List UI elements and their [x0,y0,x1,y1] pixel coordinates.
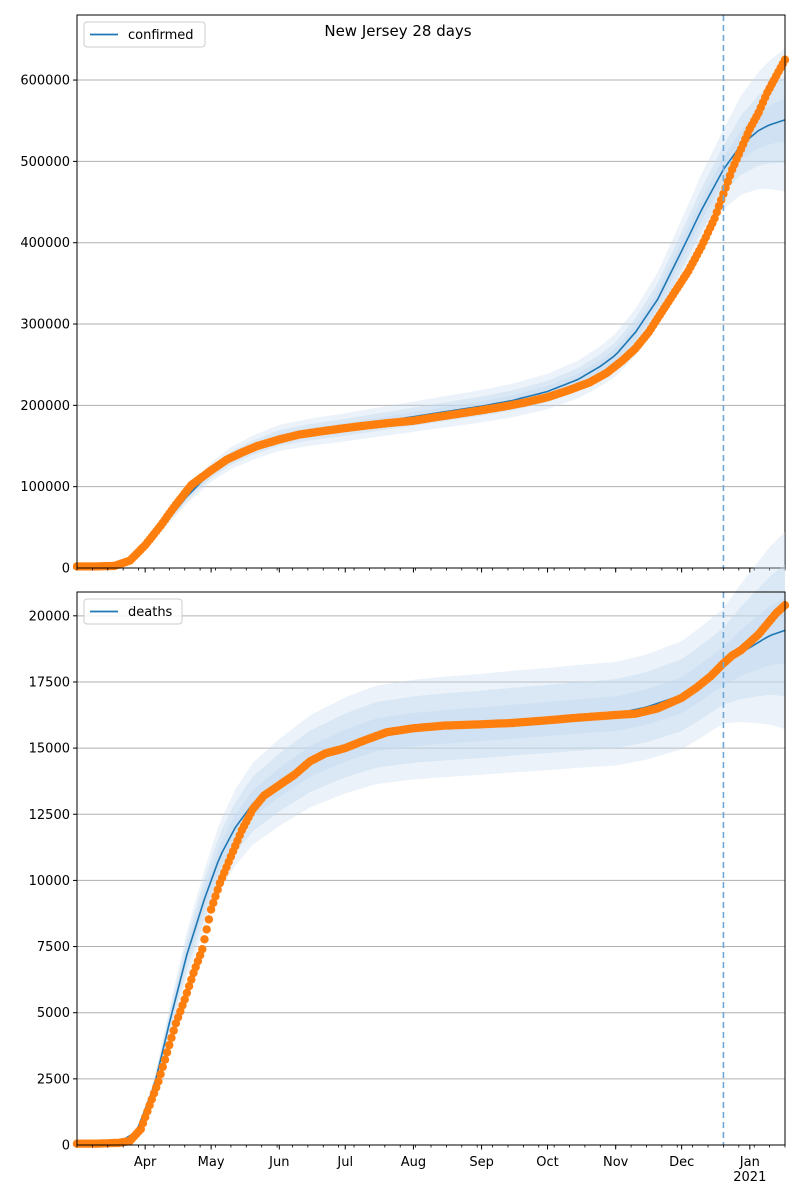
figure-title: New Jersey 28 days [324,22,471,40]
y-tick-label: 0 [62,562,70,577]
x-tick-label: Sep [469,1155,494,1170]
confirmed-panel: 0 100000 200000 300000 400000 500000 600000 con… [20,14,790,577]
x-tick-label: May [198,1155,225,1170]
legend-box [83,598,183,625]
y-tick-label: 600000 [20,74,70,89]
y-tick-label: 500000 [20,155,70,170]
x-tick-label: Apr [134,1155,157,1170]
observed-point [211,892,220,901]
legend-box [83,21,206,48]
x-tick-label: Oct [536,1155,558,1170]
observed-point [160,1055,170,1064]
x-tick-label: 2021 [733,1170,766,1185]
y-tick-label: 12500 [29,808,70,823]
observed-point [200,935,209,944]
y-tick-label: 100000 [20,480,70,495]
y-tick-label: 400000 [20,236,70,251]
observed-point [154,1077,163,1086]
observed-point [162,1048,172,1057]
x-tick-label: Dec [669,1155,694,1170]
observed-point [169,1026,178,1035]
uncertainty-band [77,531,785,1144]
observed-point [165,1040,174,1050]
observed-point [187,975,196,984]
observed-point [209,898,218,908]
observed-point [198,945,207,954]
y-tick-label: 15000 [29,742,70,757]
x-tick-label: Nov [603,1155,629,1170]
y-tick-label: 7500 [37,940,70,955]
x-tick-label: Aug [401,1155,426,1170]
observed-point [213,885,222,894]
y-tick-label: 10000 [29,874,70,889]
x-tick-label: Jan [739,1155,760,1170]
observed-point [182,988,192,998]
observed-point [184,982,194,991]
y-tick-label: 5000 [37,1006,70,1021]
legend: confirmed [83,21,206,48]
observed-point [202,925,211,934]
uncertainty-band [77,597,785,1144]
y-tick-label: 300000 [20,318,70,333]
y-tick-label: 20000 [29,609,70,624]
observed-point [206,905,216,914]
observed-point [156,1070,165,1079]
legend-label: deaths [128,605,173,620]
legend-label: confirmed [128,28,194,43]
y-tick-label: 200000 [20,399,70,414]
y-tick-label: 2500 [37,1072,70,1087]
legend: deaths [83,598,183,625]
deaths-panel: 0 2500 5000 7500 10000 12500 15000 17500 20000 Ap… [29,531,790,1185]
observed-point [158,1062,167,1072]
observed-point [167,1033,176,1043]
observed-point [204,915,214,924]
y-tick-label: 0 [62,1139,70,1154]
y-tick-label: 17500 [29,675,70,690]
x-tick-label: Jul [336,1155,353,1170]
uncertainty-band [77,48,785,567]
x-tick-label: Jun [268,1155,289,1170]
observed-point [180,995,189,1004]
observed-points [72,55,790,571]
